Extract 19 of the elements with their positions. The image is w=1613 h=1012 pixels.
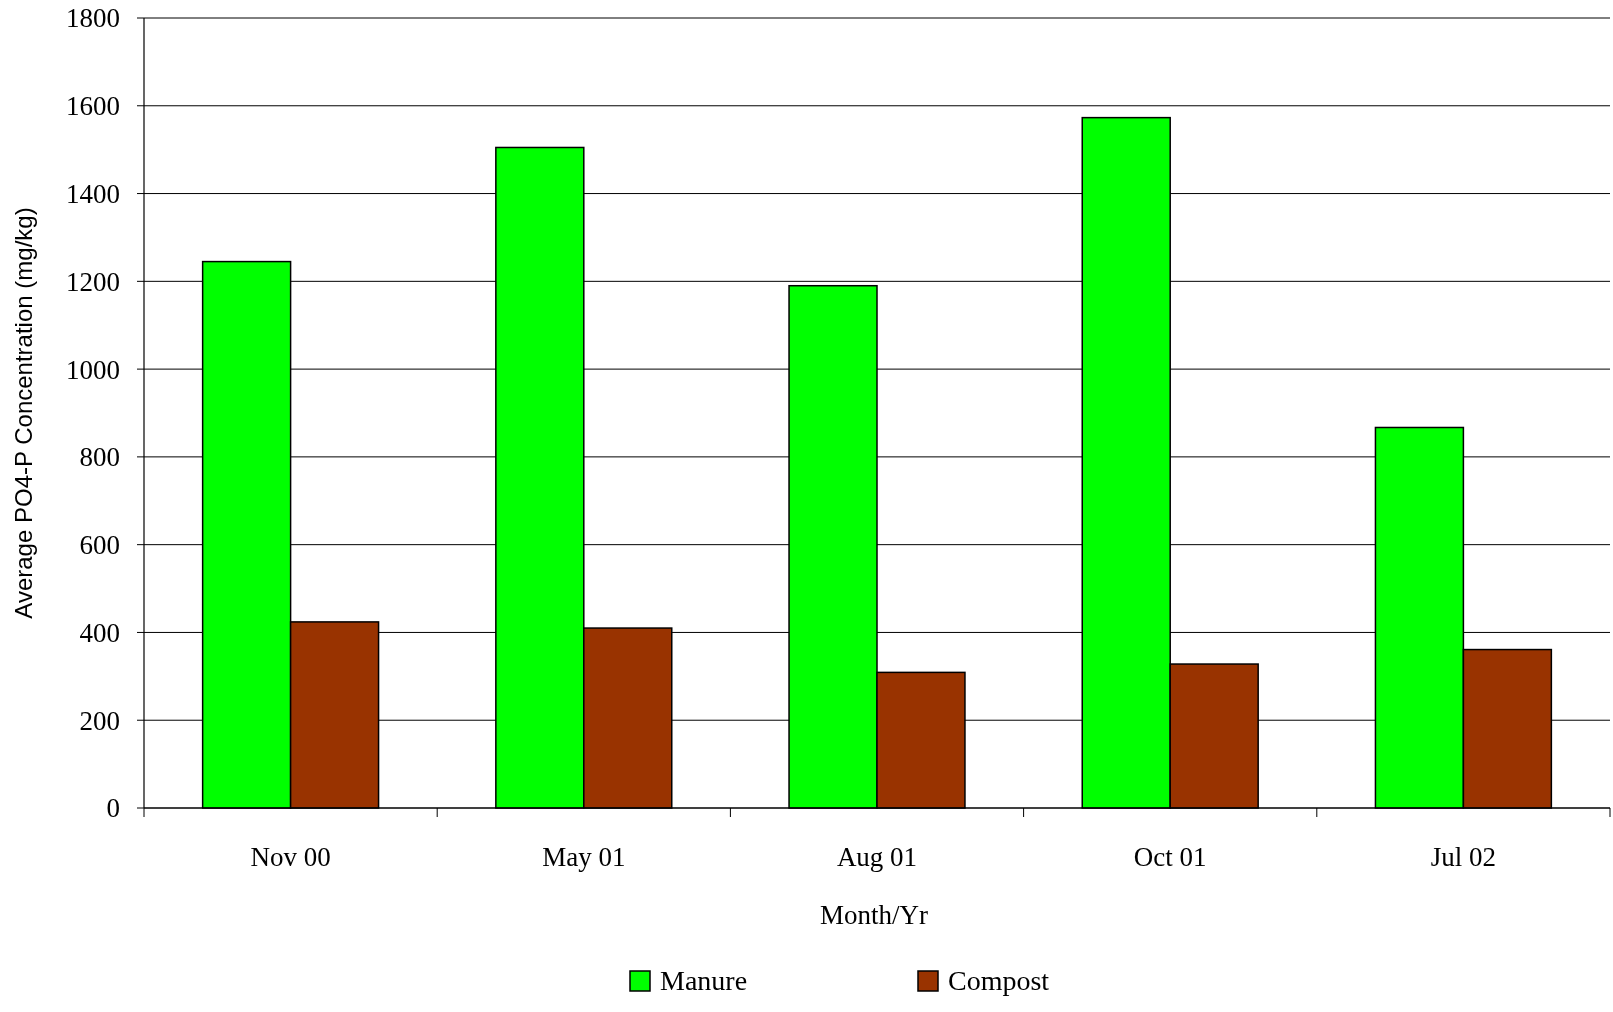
y-axis-title: Average PO4-P Concentration (mg/kg) <box>10 207 37 619</box>
x-tick-label: Oct 01 <box>1133 842 1207 872</box>
y-tick-label: 1000 <box>66 354 120 385</box>
legend-label: Compost <box>948 965 1050 996</box>
x-tick-label: Aug 01 <box>836 842 918 872</box>
y-tick-label: 1800 <box>66 3 120 34</box>
y-tick-label: 1600 <box>66 91 120 122</box>
y-tick-label: 200 <box>79 705 120 736</box>
x-tick-label: May 01 <box>542 842 626 872</box>
y-tick-label: 0 <box>106 793 120 824</box>
y-tick-label: 1200 <box>66 266 120 297</box>
y-tick-label: 400 <box>79 617 120 648</box>
legend-label: Manure <box>660 965 748 996</box>
x-axis-title: Month/Yr <box>820 900 929 930</box>
x-tick-label: Jul 02 <box>1430 842 1497 872</box>
y-tick-label: 1400 <box>66 179 120 210</box>
y-tick-label: 800 <box>79 442 120 473</box>
x-tick-label: Nov 00 <box>250 842 331 872</box>
y-tick-label: 600 <box>79 530 120 561</box>
